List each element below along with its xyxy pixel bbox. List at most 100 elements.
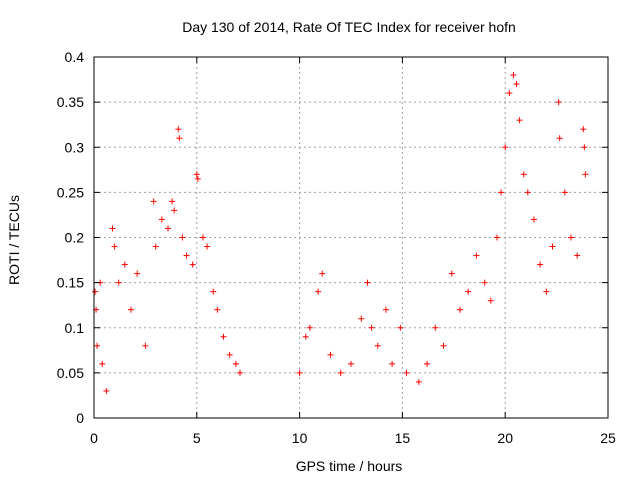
y-tick-label: 0 [76, 410, 84, 426]
data-point [193, 171, 200, 178]
data-point [121, 261, 128, 268]
data-point [574, 252, 581, 259]
data-point [296, 369, 303, 376]
data-point [403, 369, 410, 376]
data-point [368, 324, 375, 331]
data-point [432, 324, 439, 331]
data-point [109, 225, 116, 232]
data-point [179, 234, 186, 241]
data-point [364, 279, 371, 286]
data-point [502, 144, 509, 151]
y-tick-label: 0.15 [57, 275, 84, 291]
data-point [210, 288, 217, 295]
data-point [302, 333, 309, 340]
data-point [481, 279, 488, 286]
data-point [306, 324, 313, 331]
data-point [374, 342, 381, 349]
data-point [194, 175, 201, 182]
data-point [199, 234, 206, 241]
data-point [493, 234, 500, 241]
data-point [520, 171, 527, 178]
y-tick-label: 0.05 [57, 365, 84, 381]
data-point [169, 198, 176, 205]
x-tick-label: 20 [497, 430, 513, 446]
data-point [232, 360, 239, 367]
data-point [473, 252, 480, 259]
data-point [214, 306, 221, 313]
data-point [537, 261, 544, 268]
data-point [189, 261, 196, 268]
data-point [415, 378, 422, 385]
data-point [513, 81, 520, 88]
data-point [134, 270, 141, 277]
data-point [171, 207, 178, 214]
y-tick-label: 0.4 [65, 49, 85, 65]
data-point [319, 270, 326, 277]
y-tick-label: 0.3 [65, 139, 85, 155]
data-point [382, 306, 389, 313]
chart-title: Day 130 of 2014, Rate Of TEC Index for r… [182, 19, 516, 35]
data-point [220, 333, 227, 340]
x-tick-label: 15 [395, 430, 411, 446]
data-point [158, 216, 165, 223]
data-point [510, 72, 517, 79]
data-point [103, 387, 110, 394]
data-marks [92, 72, 589, 394]
data-point [440, 342, 447, 349]
data-point [204, 243, 211, 250]
data-point [567, 234, 574, 241]
x-tick-label: 25 [600, 430, 616, 446]
data-point [315, 288, 322, 295]
data-point [581, 144, 588, 151]
x-tick-label: 5 [193, 430, 201, 446]
data-point [337, 369, 344, 376]
data-point [92, 288, 99, 295]
data-point [498, 189, 505, 196]
y-tick-label: 0.1 [65, 320, 85, 336]
data-point [580, 126, 587, 133]
data-point [549, 243, 556, 250]
data-point [465, 288, 472, 295]
data-point [556, 135, 563, 142]
data-point [389, 360, 396, 367]
data-point [524, 189, 531, 196]
x-tick-label: 0 [90, 430, 98, 446]
data-point [582, 171, 589, 178]
data-point [165, 225, 172, 232]
data-point [487, 297, 494, 304]
data-point [142, 342, 149, 349]
data-point [183, 252, 190, 259]
data-point [555, 99, 562, 106]
data-point [236, 369, 243, 376]
data-point [152, 243, 159, 250]
x-tick-label: 10 [292, 430, 308, 446]
data-point [543, 288, 550, 295]
data-point [348, 360, 354, 367]
data-point [561, 189, 568, 196]
data-point [397, 324, 404, 331]
data-point [150, 198, 157, 205]
data-point [456, 306, 463, 313]
y-tick-label: 0.25 [57, 184, 84, 200]
data-point [506, 90, 513, 97]
data-point [424, 360, 431, 367]
y-tick-label: 0.2 [65, 230, 85, 246]
data-point [115, 279, 122, 286]
data-point [176, 135, 183, 142]
data-point [448, 270, 455, 277]
x-axis-label: GPS time / hours [296, 458, 403, 474]
data-point [94, 342, 101, 349]
data-point [111, 243, 118, 250]
axis-ticks: 0 0.05 0.1 0.15 0.2 0.25 0.3 0.35 0.4 0 5 10 15 20 25 [57, 49, 616, 446]
data-point [99, 360, 106, 367]
data-point [516, 117, 523, 124]
data-point [226, 351, 233, 358]
data-point [358, 315, 365, 322]
data-point [327, 351, 334, 358]
data-point [530, 216, 537, 223]
data-point [128, 306, 135, 313]
data-point [175, 126, 182, 133]
y-axis-label: ROTI / TECUs [6, 195, 22, 285]
y-tick-label: 0.35 [57, 94, 84, 110]
